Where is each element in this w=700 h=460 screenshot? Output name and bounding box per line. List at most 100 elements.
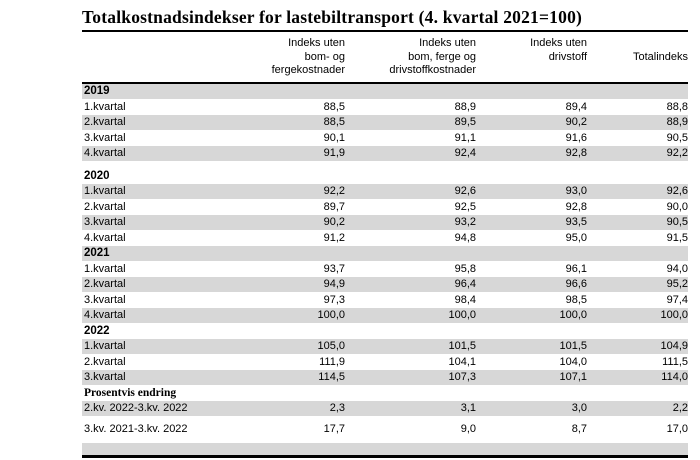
row-label: 3.kvartal <box>84 131 126 144</box>
value-cell: 97,3 <box>323 293 345 306</box>
row-label: 4.kvartal <box>84 231 126 244</box>
table-row: 2.kvartal 111,9 104,1 104,0 111,5 <box>82 354 688 370</box>
row-label: 3.kvartal <box>84 371 126 384</box>
row-label: 2.kv. 2022-3.kv. 2022 <box>84 402 188 415</box>
value-cell: 88,5 <box>323 100 345 113</box>
row-label: 1.kvartal <box>84 185 126 198</box>
bottom-rule <box>82 454 688 458</box>
column-header-line: bom, ferge og <box>408 50 476 63</box>
value-cell: 94,9 <box>323 278 345 291</box>
column-header-line: drivstoff <box>548 50 587 63</box>
title-rule <box>82 30 688 32</box>
value-cell: 92,2 <box>323 185 345 198</box>
value-cell: 90,2 <box>565 116 587 129</box>
value-cell: 88,9 <box>666 116 688 129</box>
value-cell: 100,0 <box>448 309 476 322</box>
table-body: 2019 1.kvartal 88,5 88,9 89,4 88,8 2.kvartal 88… <box>82 83 688 455</box>
value-cell: 2,2 <box>672 402 688 415</box>
value-cell: 107,3 <box>448 371 476 384</box>
row-label: 3.kv. 2021-3.kv. 2022 <box>84 422 188 435</box>
column-header-line: drivstoffkostnader <box>389 64 476 76</box>
table-row: 2.kvartal 89,7 92,5 92,8 90,0 <box>82 199 688 215</box>
value-cell: 9,0 <box>460 422 476 435</box>
value-cell: 92,6 <box>454 185 476 198</box>
table-row: 1.kvartal 88,5 88,9 89,4 88,8 <box>82 99 688 115</box>
value-cell: 101,5 <box>559 340 587 353</box>
row-label: Prosentvis endring <box>84 386 177 399</box>
value-cell: 90,5 <box>666 216 688 229</box>
value-cell: 89,7 <box>323 200 345 213</box>
value-cell: 94,0 <box>666 262 688 275</box>
value-cell: 100,0 <box>317 309 345 322</box>
row-label: 4.kvartal <box>84 309 126 322</box>
value-cell: 3,1 <box>460 402 476 415</box>
section-label-row: Prosentvis endring <box>82 385 688 401</box>
value-cell: 90,1 <box>323 131 345 144</box>
row-label: 4.kvartal <box>84 147 126 160</box>
value-cell: 93,2 <box>454 216 476 229</box>
value-cell: 17,0 <box>666 422 688 435</box>
value-cell: 91,2 <box>323 231 345 244</box>
value-cell: 101,5 <box>448 340 476 353</box>
table-row: 4.kvartal 100,0 100,0 100,0 100,0 <box>82 307 688 323</box>
row-label: 2022 <box>84 324 110 337</box>
table-row: 3.kvartal 114,5 107,3 107,1 114,0 <box>82 369 688 385</box>
value-cell: 93,0 <box>565 185 587 198</box>
value-cell: 100,0 <box>559 309 587 322</box>
value-cell: 8,7 <box>571 422 587 435</box>
value-cell: 92,5 <box>454 200 476 213</box>
row-label: 2.kvartal <box>84 355 126 368</box>
table-row: 3.kvartal 90,2 93,2 93,5 90,5 <box>82 214 688 230</box>
table-row: 3.kvartal 97,3 98,4 98,5 97,4 <box>82 292 688 308</box>
value-cell: 89,5 <box>454 116 476 129</box>
table-row: 1.kvartal 93,7 95,8 96,1 94,0 <box>82 261 688 277</box>
column-header-line: Totalindeks <box>632 50 688 63</box>
table-row: 4.kvartal 91,2 94,8 95,0 91,5 <box>82 230 688 246</box>
value-cell: 97,4 <box>666 293 688 306</box>
value-cell: 90,2 <box>323 216 345 229</box>
value-cell: 91,9 <box>323 147 345 160</box>
table-container: Totalkostnadsindekser for lastebiltransp… <box>82 6 688 458</box>
column-header-line: fergekostnader <box>271 64 345 76</box>
column-header-line: Indeks uten <box>288 37 345 49</box>
column-header: Indeks uten bom, ferge og drivstoffkostnad… <box>345 37 476 78</box>
row-label: 2.kvartal <box>84 116 126 129</box>
value-cell: 95,2 <box>666 278 688 291</box>
table-row: 1.kvartal 92,2 92,6 93,0 92,6 <box>82 183 688 199</box>
table-row: 2.kv. 2022-3.kv. 2022 2,3 3,1 3,0 2,2 <box>82 400 688 416</box>
value-cell: 88,9 <box>454 100 476 113</box>
value-cell: 96,1 <box>565 262 587 275</box>
row-label: 2021 <box>84 247 110 260</box>
value-cell: 92,4 <box>454 147 476 160</box>
table-row: 1.kvartal 105,0 101,5 101,5 104,9 <box>82 338 688 354</box>
column-header: Indeks uten drivstoff <box>476 37 587 64</box>
value-cell: 92,2 <box>666 147 688 160</box>
value-cell: 95,0 <box>565 231 587 244</box>
row-label: 2.kvartal <box>84 200 126 213</box>
page-title: Totalkostnadsindekser for lastebiltransp… <box>82 7 583 27</box>
value-cell: 92,8 <box>565 147 587 160</box>
table-row: 2.kvartal 88,5 89,5 90,2 88,9 <box>82 114 688 130</box>
column-header-line: bom- og <box>304 50 345 63</box>
row-label: 3.kvartal <box>84 293 126 306</box>
blank-row <box>82 442 688 455</box>
value-cell: 95,8 <box>454 262 476 275</box>
row-label: 2019 <box>84 85 110 98</box>
row-label: 1.kvartal <box>84 262 126 275</box>
column-header-line: Indeks uten <box>530 37 587 49</box>
column-header: Indeks uten bom- og fergekostnader <box>217 37 345 78</box>
row-label: 3.kvartal <box>84 216 126 229</box>
table-row: 4.kvartal 91,9 92,4 92,8 92,2 <box>82 145 688 161</box>
value-cell: 114,5 <box>318 371 345 384</box>
value-cell: 114,0 <box>661 371 688 384</box>
value-cell: 104,0 <box>559 355 587 368</box>
value-cell: 90,0 <box>666 200 688 213</box>
value-cell: 92,6 <box>666 185 688 198</box>
table-row: 2.kvartal 94,9 96,4 96,6 95,2 <box>82 276 688 292</box>
value-cell: 111,5 <box>662 355 688 368</box>
value-cell: 96,4 <box>454 278 476 291</box>
value-cell: 111,9 <box>319 355 345 368</box>
row-label: 1.kvartal <box>84 100 126 113</box>
value-cell: 3,0 <box>571 402 587 415</box>
value-cell: 98,4 <box>454 293 476 306</box>
